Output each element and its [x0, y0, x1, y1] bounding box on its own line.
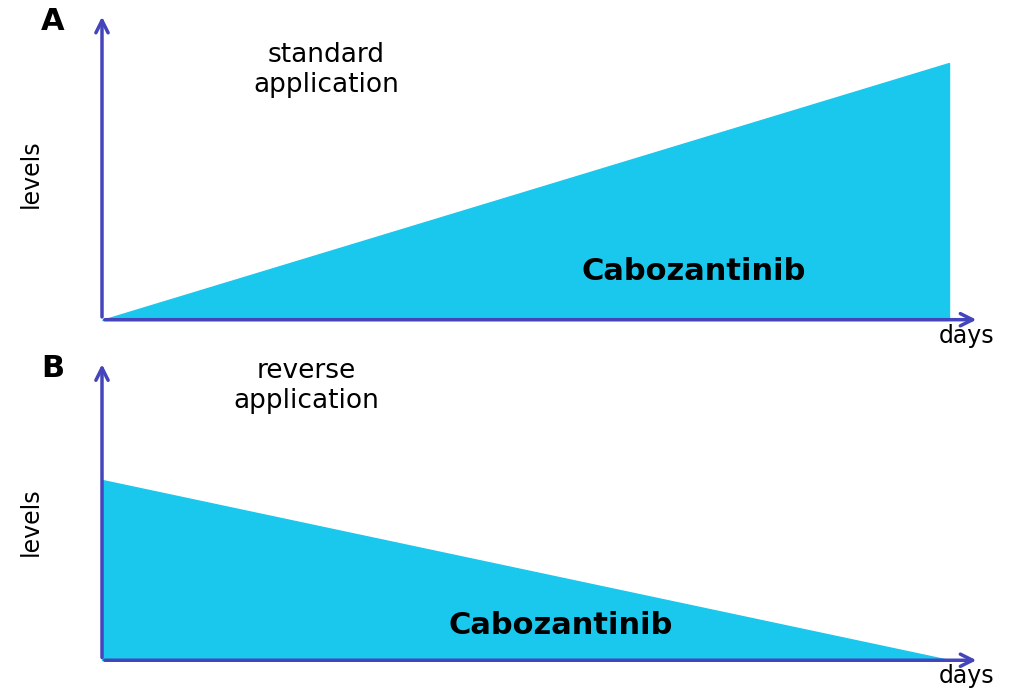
Text: days: days	[937, 664, 994, 688]
Text: days: days	[937, 323, 994, 348]
Text: Cabozantinib: Cabozantinib	[448, 611, 673, 640]
Text: levels: levels	[18, 487, 43, 555]
Text: standard
application: standard application	[253, 42, 399, 98]
Text: B: B	[41, 354, 64, 384]
Text: reverse
application: reverse application	[232, 358, 379, 414]
Text: A: A	[41, 7, 64, 36]
Polygon shape	[102, 480, 948, 660]
Polygon shape	[102, 63, 948, 320]
Text: Cabozantinib: Cabozantinib	[581, 256, 805, 286]
Text: levels: levels	[18, 140, 43, 208]
